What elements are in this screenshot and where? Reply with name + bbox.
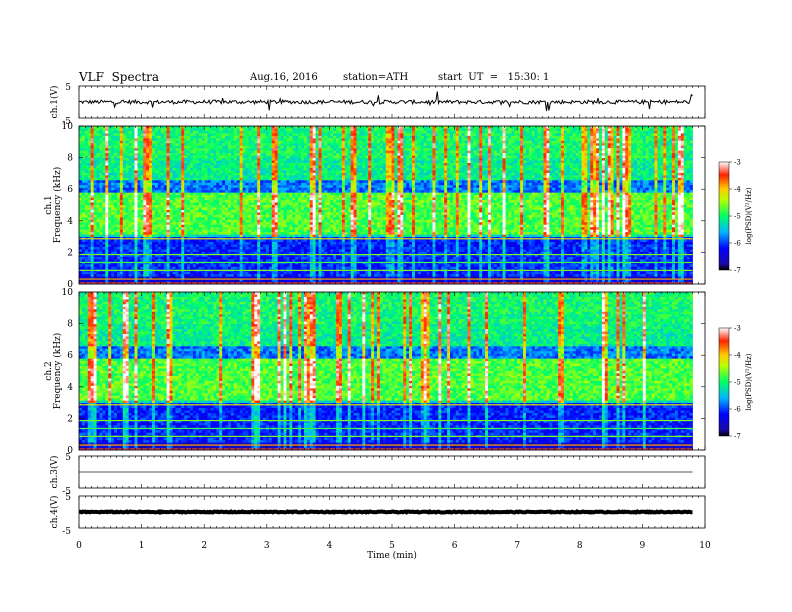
time-axis-label: Time (min) — [367, 550, 417, 561]
ytick-label: 6 — [67, 185, 73, 195]
ch-voltage-label: ch.4(V) — [49, 496, 60, 529]
colorbar-tick-label: -6 — [734, 406, 741, 414]
spectrogram-ch2 — [79, 292, 693, 450]
ytick-label: 2 — [67, 248, 73, 258]
ytick-label: 5 — [65, 493, 71, 503]
ytick-label: 8 — [67, 154, 73, 164]
xtick-label: 6 — [452, 541, 458, 551]
xtick-label: 2 — [201, 541, 207, 551]
xtick-label: 5 — [389, 541, 395, 551]
trace-ch1v — [79, 92, 693, 112]
colorbar-tick-label: -4 — [734, 186, 741, 194]
ytick-label: 10 — [62, 122, 74, 132]
xtick-label: 4 — [327, 541, 333, 551]
xtick-label: 1 — [139, 541, 145, 551]
colorbar — [719, 328, 729, 436]
xtick-label: 10 — [699, 541, 711, 551]
ytick-label: 6 — [67, 351, 73, 361]
colorbar-label: log(PSD)(V²/Hz) — [745, 353, 753, 410]
ytick-label: -5 — [62, 527, 71, 537]
ch-voltage-label: ch.3(V) — [49, 456, 60, 489]
trace-ch4v — [79, 512, 693, 513]
xtick-label: 9 — [640, 541, 646, 551]
spectrogram-ch1 — [79, 126, 693, 284]
colorbar-tick-label: -4 — [734, 352, 741, 360]
ytick-label: 4 — [67, 217, 73, 227]
ytick-label: 10 — [62, 288, 74, 298]
ytick-label: 5 — [65, 453, 71, 463]
ch-voltage-label: ch.1(V) — [49, 86, 60, 119]
ytick-label: 5 — [65, 83, 71, 93]
colorbar-tick-label: -3 — [734, 159, 741, 167]
colorbar-tick-label: -3 — [734, 325, 741, 333]
colorbar-label: log(PSD)(V²/Hz) — [745, 187, 753, 244]
xtick-label: 0 — [76, 541, 82, 551]
frequency-axis-label: Frequency (kHz) — [52, 167, 63, 244]
xtick-label: 3 — [264, 541, 270, 551]
ytick-label: 4 — [67, 383, 73, 393]
ytick-label: 8 — [67, 320, 73, 330]
colorbar-tick-label: -5 — [734, 379, 741, 387]
frequency-axis-label: Frequency (kHz) — [52, 333, 63, 410]
colorbar — [719, 162, 729, 270]
xtick-label: 7 — [514, 541, 520, 551]
xtick-label: 8 — [577, 541, 583, 551]
colorbar-tick-label: -7 — [734, 267, 741, 275]
colorbar-tick-label: -6 — [734, 240, 741, 248]
ytick-label: 2 — [67, 414, 73, 424]
colorbar-tick-label: -5 — [734, 213, 741, 221]
colorbar-tick-label: -7 — [734, 433, 741, 441]
vlf-figure: 5-5ch.1(V)0246810ch.1 Frequency (kHz)-3-4… — [0, 0, 792, 612]
